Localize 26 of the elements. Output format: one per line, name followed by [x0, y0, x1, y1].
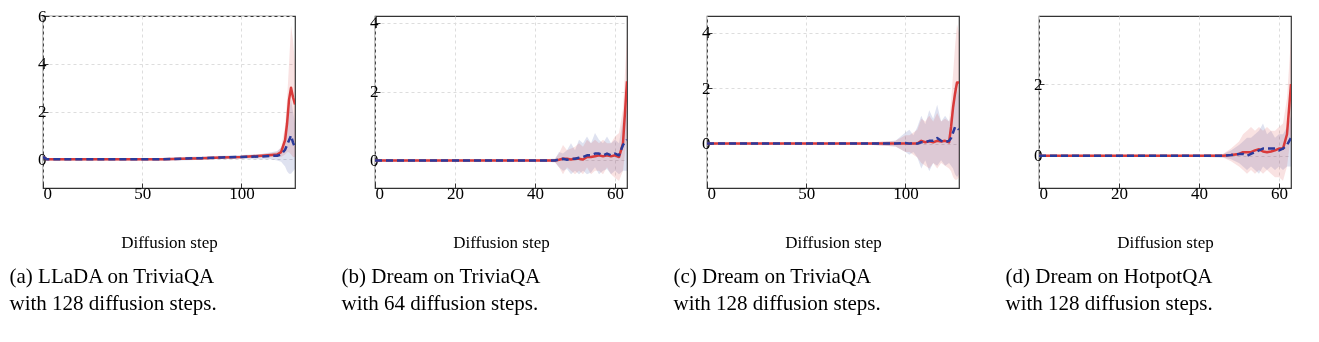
x-tick-label: 40	[527, 183, 544, 203]
y-tick-label: 2	[1034, 74, 1043, 94]
y-tick-label: 2	[38, 102, 47, 122]
x-tick-label: 50	[798, 183, 816, 203]
y-tick-label: 4	[702, 23, 711, 43]
x-axis-title: Diffusion step	[453, 232, 550, 252]
x-axis-title: Diffusion step	[1117, 232, 1214, 252]
x-tick-label: 100	[229, 183, 255, 203]
y-tick-label: 2	[702, 78, 711, 98]
x-tick-label: 20	[447, 183, 464, 203]
text: (d) Dream on HotpotQA with 128 diffusion steps.	[1005, 264, 1214, 315]
y-tick-label: 6	[38, 6, 47, 26]
text: (a) LLaDA on TriviaQA with 128 diffusion steps.	[9, 264, 217, 315]
x-tick-label: 100	[893, 183, 919, 203]
x-tick-label: 60	[1271, 183, 1288, 203]
x-axis-title: Diffusion step	[121, 232, 218, 252]
text: (c) Dream on TriviaQA with 128 diffusion steps.	[673, 264, 881, 315]
x-tick-label: 20	[1111, 183, 1128, 203]
x-axis-title: Diffusion step	[785, 232, 882, 252]
x-tick-label: 40	[1191, 183, 1208, 203]
y-tick-label: 2	[370, 82, 379, 102]
x-tick-label: 60	[607, 183, 624, 203]
y-tick-label: 4	[370, 13, 379, 33]
y-tick-label: 4	[38, 54, 47, 74]
text: (b) Dream on TriviaQA with 64 diffusion steps.	[341, 264, 542, 315]
x-tick-label: 50	[134, 183, 152, 203]
